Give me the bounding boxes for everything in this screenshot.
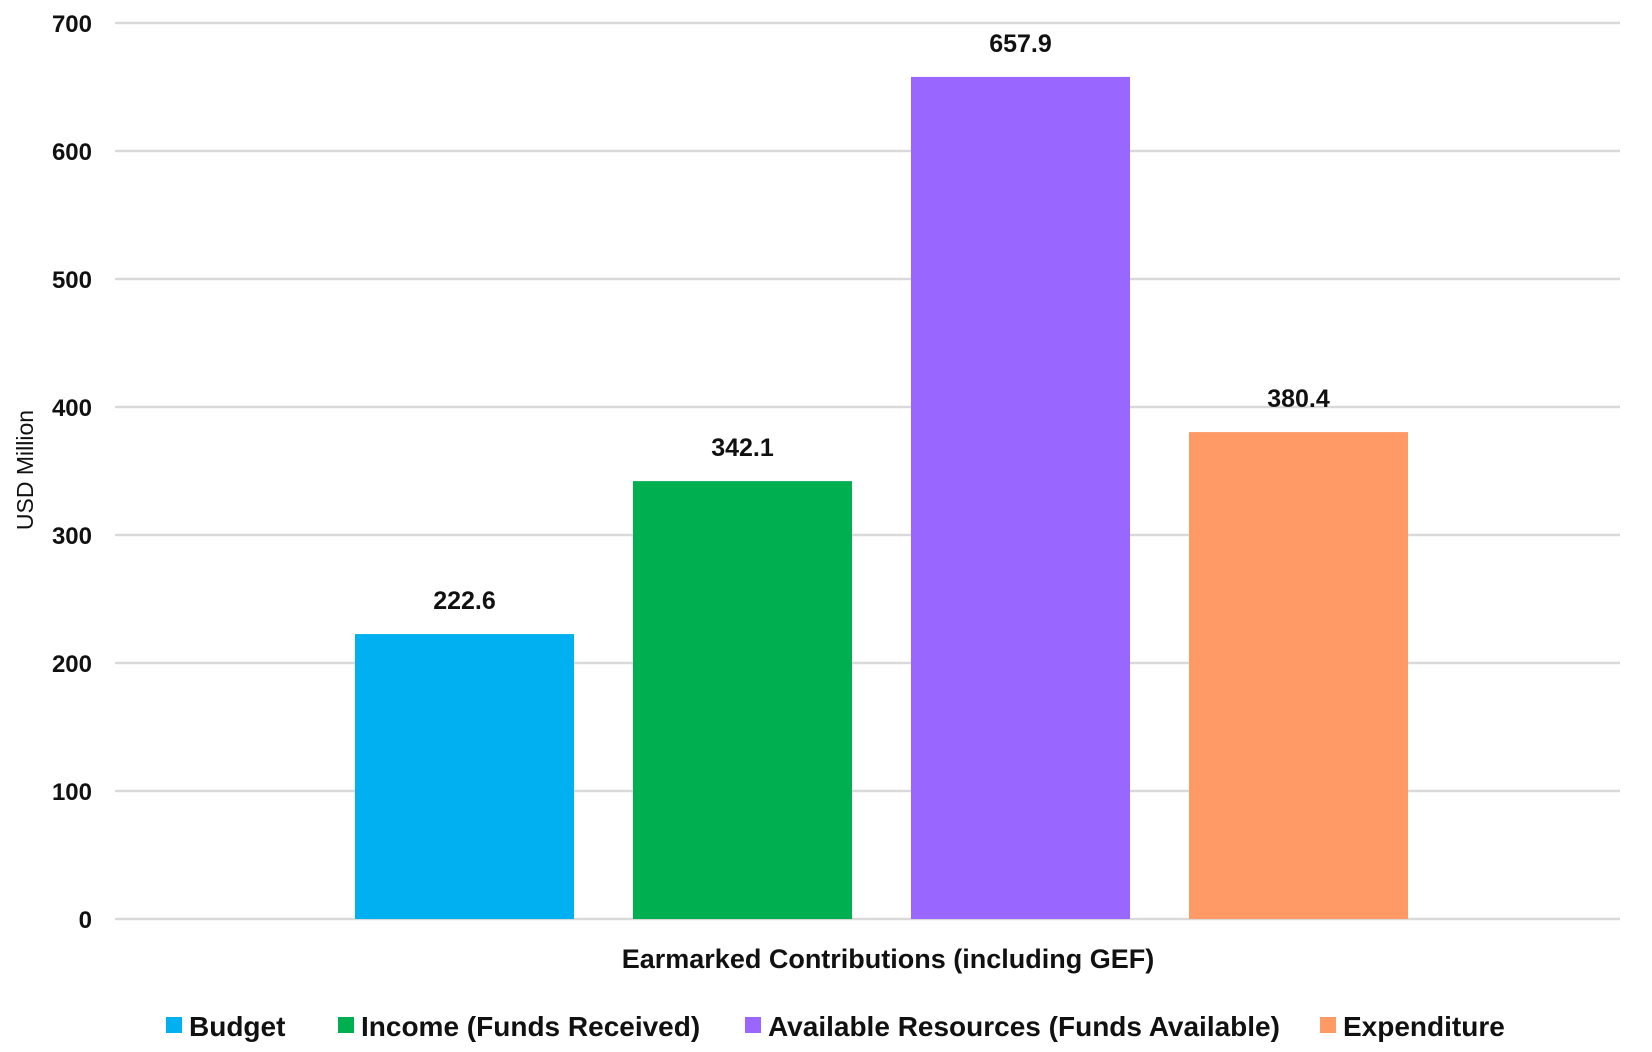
y-tick-label: 300 [52,523,92,550]
y-axis-title: USD Million [12,410,38,530]
y-tick-label: 500 [52,267,92,294]
y-axis-ticks: 0 100 200 300 400 500 600 700 [52,11,92,934]
legend-swatch [745,1017,761,1033]
legend-swatch [1320,1017,1336,1033]
y-tick-label: 200 [52,651,92,678]
x-axis-category-label: Earmarked Contributions (including GEF) [622,944,1155,974]
y-tick-label: 600 [52,139,92,166]
bar-expenditure [1189,432,1408,919]
data-label: 222.6 [433,587,496,615]
legend: Budget Income (Funds Received) Available R… [166,1011,1505,1042]
data-label: 380.4 [1267,385,1330,413]
bar-income-funds-received [633,481,852,919]
legend-swatch [338,1017,354,1033]
bar-budget [355,634,574,919]
y-tick-label: 400 [52,395,92,422]
data-label: 342.1 [711,434,774,462]
legend-label: Expenditure [1343,1011,1505,1042]
bar-available-resources-funds-available [911,76,1130,919]
data-label: 657.9 [989,30,1052,58]
legend-label: Budget [189,1011,285,1042]
data-label-layer: 222.6 342.1 657.9 380.4 [433,30,1330,615]
legend-label: Available Resources (Funds Available) [768,1011,1280,1042]
legend-label: Income (Funds Received) [361,1011,700,1042]
y-tick-label: 100 [52,779,92,806]
legend-swatch [166,1017,182,1033]
bar-layer [355,76,1408,919]
y-tick-label: 700 [52,11,92,38]
y-tick-label: 0 [79,907,92,934]
